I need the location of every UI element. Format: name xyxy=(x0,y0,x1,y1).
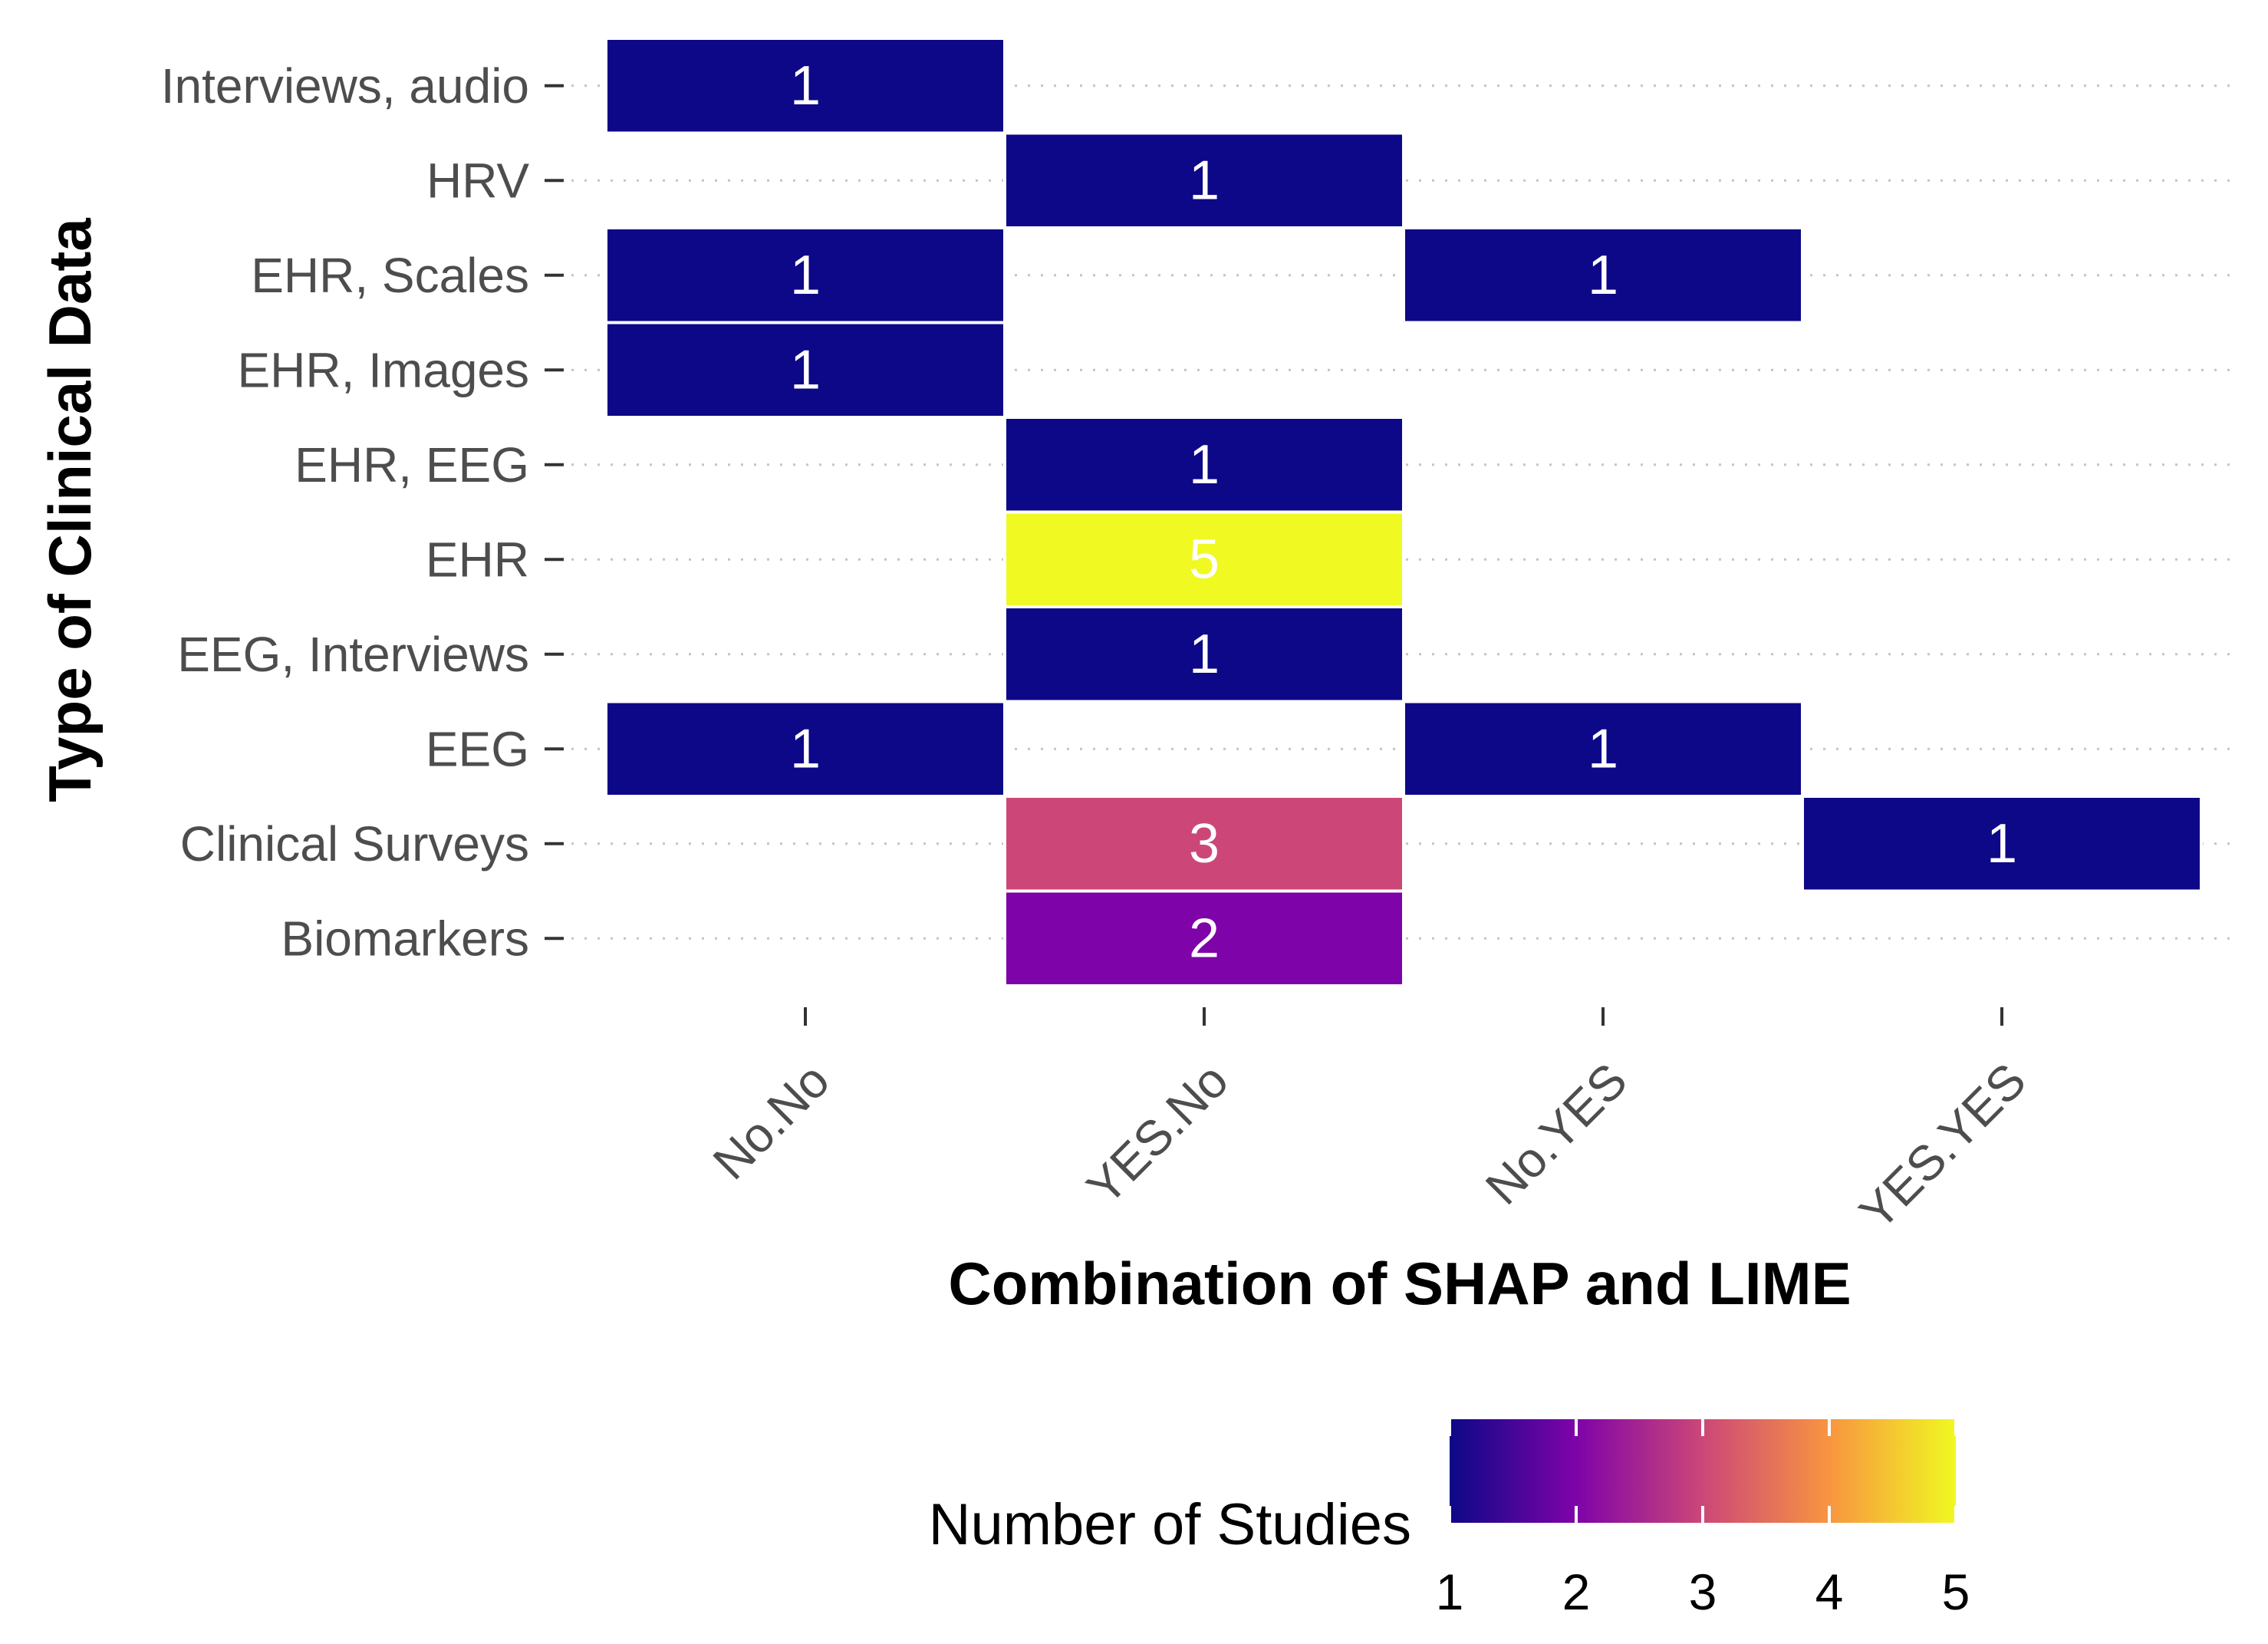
tile-no-no-eeg xyxy=(604,700,1006,798)
tile-no-no-ehr-images xyxy=(604,321,1006,419)
value-label-no-no-eeg: 1 xyxy=(790,718,821,779)
x-axis-title: Combination of SHAP and LIME xyxy=(948,1250,1851,1317)
heatmap-tiles: 1 1 1 1 1 1 5 1 1 1 3 1 2 xyxy=(604,37,2203,987)
value-label-no-no-ehr-images: 1 xyxy=(790,339,821,400)
value-label-no-yes-ehr-scales: 1 xyxy=(1588,245,1618,306)
tile-no-yes-eeg xyxy=(1402,700,1804,798)
y-tick-label-interviews-audio: Interviews, audio xyxy=(161,58,529,114)
tile-no-no-interviews-audio xyxy=(604,37,1006,135)
legend-tick-label-2: 2 xyxy=(1562,1563,1591,1620)
y-tick-label-biomarkers: Biomarkers xyxy=(281,911,529,966)
y-tick-label-eeg: EEG xyxy=(426,721,529,776)
x-tick-label-no-yes: No.YES xyxy=(1475,1053,1638,1215)
value-label-yes-no-eeg-interviews: 1 xyxy=(1189,624,1220,685)
value-label-yes-no-biomarkers: 2 xyxy=(1189,908,1220,969)
value-label-yes-no-clinical-surveys: 3 xyxy=(1189,813,1220,875)
value-label-no-no-ehr-scales: 1 xyxy=(790,245,821,306)
value-label-no-no-interviews-audio: 1 xyxy=(790,55,821,117)
tile-yes-no-clinical-surveys xyxy=(1003,795,1405,893)
legend-tick-label-3: 3 xyxy=(1689,1563,1717,1620)
legend-tick-label-5: 5 xyxy=(1942,1563,1970,1620)
tile-yes-no-biomarkers xyxy=(1003,889,1405,987)
y-axis-title: Type of Clinical Data xyxy=(36,218,104,802)
legend-tick-label-1: 1 xyxy=(1436,1563,1464,1620)
x-tick-label-yes-yes: YES.YES xyxy=(1848,1053,2036,1240)
value-label-yes-yes-clinical-surveys: 1 xyxy=(1987,813,2017,875)
x-tick-label-yes-no: YES.No xyxy=(1076,1053,1239,1215)
legend-title: Number of Studies xyxy=(929,1492,1411,1557)
value-label-yes-no-ehr: 5 xyxy=(1189,529,1220,590)
y-tick-label-eeg-interviews: EEG, Interviews xyxy=(177,627,529,682)
y-tick-label-ehr-scales: EHR, Scales xyxy=(251,248,529,303)
tile-yes-no-hrv xyxy=(1003,131,1405,229)
tile-yes-yes-clinical-surveys xyxy=(1801,795,2203,893)
legend-colorbar xyxy=(1450,1419,1956,1523)
y-tick-label-clinical-surveys: Clinical Surveys xyxy=(180,816,529,871)
y-tick-label-hrv: HRV xyxy=(426,153,529,208)
y-tick-label-ehr: EHR xyxy=(426,532,529,587)
value-label-yes-no-hrv: 1 xyxy=(1189,150,1220,211)
y-tick-label-ehr-eeg: EHR, EEG xyxy=(295,437,529,493)
value-label-yes-no-ehr-eeg: 1 xyxy=(1189,434,1220,496)
tile-yes-no-eeg-interviews xyxy=(1003,605,1405,703)
legend-tick-label-4: 4 xyxy=(1815,1563,1844,1620)
y-tick-label-ehr-images: EHR, Images xyxy=(237,342,529,397)
tile-yes-no-ehr xyxy=(1003,510,1405,608)
value-label-no-yes-eeg: 1 xyxy=(1588,718,1618,779)
tile-no-no-ehr-scales xyxy=(604,226,1006,325)
x-tick-label-no-no: No.No xyxy=(703,1053,840,1190)
tile-no-yes-ehr-scales xyxy=(1402,226,1804,325)
color-legend: Number of Studies 1 2 3 4 5 xyxy=(929,1419,1970,1620)
